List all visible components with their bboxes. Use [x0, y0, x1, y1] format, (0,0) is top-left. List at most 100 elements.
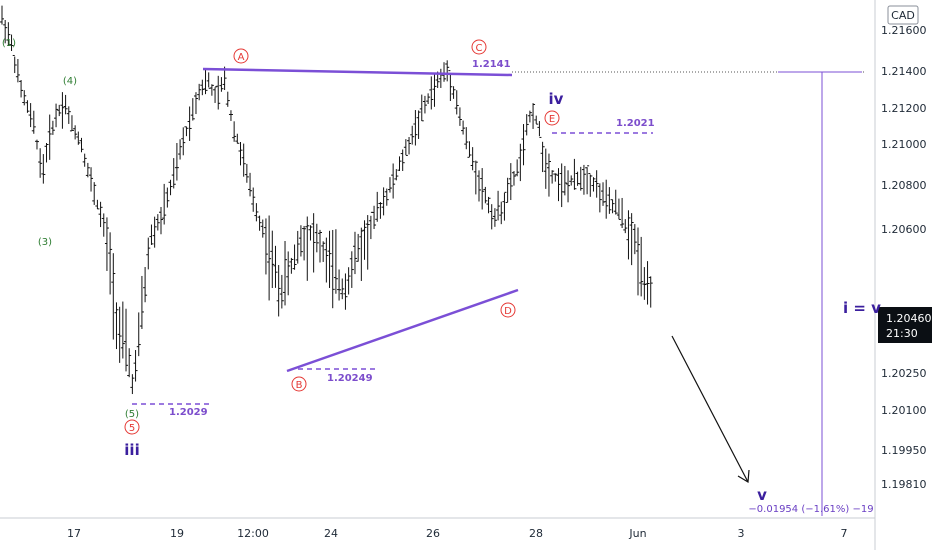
price-bar [63, 94, 68, 115]
price-bar [359, 227, 364, 281]
price-bar [3, 19, 8, 44]
price-bar [426, 93, 431, 104]
level-label-1: 1.2029 [169, 407, 208, 418]
price-bar [66, 106, 71, 124]
price-bar [394, 169, 399, 181]
price-bar [588, 173, 593, 197]
time-tick: 17 [67, 527, 81, 540]
wave-3-label: (3) [38, 237, 52, 248]
price-bar [464, 127, 469, 150]
price-bar [41, 154, 46, 184]
price-bar [54, 103, 59, 128]
price-bar [305, 216, 310, 281]
price-bar [397, 156, 402, 171]
price-bar [511, 171, 516, 186]
price-bar [496, 190, 501, 221]
price-bar [146, 237, 151, 270]
level-label-3: 1.2141 [472, 59, 511, 70]
price-bar [384, 188, 389, 206]
price-bars [0, 5, 653, 395]
price-bar [143, 267, 148, 303]
price-bar [89, 167, 94, 192]
price-bar [461, 120, 466, 135]
price-bar [314, 223, 319, 253]
price-bar [445, 60, 450, 82]
wave-v-label: v [757, 486, 767, 504]
price-bar [422, 95, 427, 114]
time-tick: 7 [841, 527, 848, 540]
price-bar [101, 213, 106, 237]
price-bar [117, 306, 122, 363]
price-bar [400, 149, 405, 171]
price-bar [130, 374, 135, 395]
price-bar [44, 142, 49, 163]
price-bar [502, 191, 507, 221]
currency-tag-box[interactable] [887, 5, 919, 25]
price-bar [318, 229, 322, 263]
price-bar [25, 100, 30, 113]
time-tick: 28 [529, 527, 543, 540]
price-bar [597, 183, 602, 213]
price-bar [178, 139, 183, 160]
price-bar [356, 233, 361, 262]
price-bar [184, 126, 189, 137]
price-bar [254, 203, 259, 222]
price-axis[interactable]: 1.21600 1.21400 1.21200 1.21000 1.20800 … [881, 24, 927, 491]
price-bar [585, 165, 590, 195]
price-bar [104, 217, 109, 271]
price-bar [492, 208, 497, 227]
wave-d-label: D [504, 306, 512, 317]
price-bar [454, 90, 459, 115]
price-bar [149, 224, 154, 245]
price-bar [375, 191, 380, 222]
triangle-lower-trendline[interactable] [286, 288, 519, 373]
price-bar [365, 215, 370, 270]
price-bar [193, 92, 198, 115]
price-bar [546, 153, 551, 197]
price-bar [168, 179, 173, 196]
price-bar [448, 70, 453, 101]
triangle-upper-trendline[interactable] [202, 67, 513, 77]
price-bar [566, 170, 571, 203]
price-bar [73, 125, 78, 140]
price-bar [607, 187, 612, 214]
price-bar [387, 177, 392, 193]
price-bar [302, 225, 307, 261]
price-bar [324, 237, 329, 283]
price-bar [238, 141, 243, 166]
price-bar [540, 141, 545, 173]
wave-5-label: (5) [125, 409, 139, 420]
price-bar [419, 94, 424, 122]
wave-a-label: A [238, 52, 245, 63]
price-bar [162, 183, 167, 225]
wave-4-label: (4) [63, 76, 77, 87]
price-bar [378, 202, 383, 219]
wave-c-circle: C [471, 39, 487, 55]
price-bar [213, 86, 218, 103]
price-bar [283, 241, 288, 306]
price-bar [228, 110, 233, 121]
price-bar [19, 80, 24, 98]
wave-e-label: E [549, 114, 555, 125]
wave-5-circle: 5 [124, 419, 140, 435]
price-tick: 1.19810 [881, 478, 927, 491]
price-bar [209, 84, 214, 96]
price-bar [505, 177, 510, 203]
price-bar [187, 106, 192, 141]
price-bar [289, 257, 294, 274]
time-axis[interactable]: 17 19 12:00 24 26 28 Jun 3 7 [67, 527, 848, 540]
price-bar [295, 230, 300, 264]
price-bar [263, 218, 268, 275]
currency-tag[interactable]: CAD [891, 9, 915, 22]
price-bar [248, 172, 253, 197]
projection-arrowhead [737, 469, 750, 484]
price-bar [270, 230, 275, 289]
price-bar [235, 133, 240, 144]
price-bar [190, 98, 195, 121]
price-bar [620, 197, 625, 229]
price-bar [645, 261, 650, 305]
measure-label: −0.01954 (−1.61%) −19 [748, 504, 873, 515]
price-bar [343, 273, 348, 310]
wave-d-circle: D [500, 302, 516, 318]
